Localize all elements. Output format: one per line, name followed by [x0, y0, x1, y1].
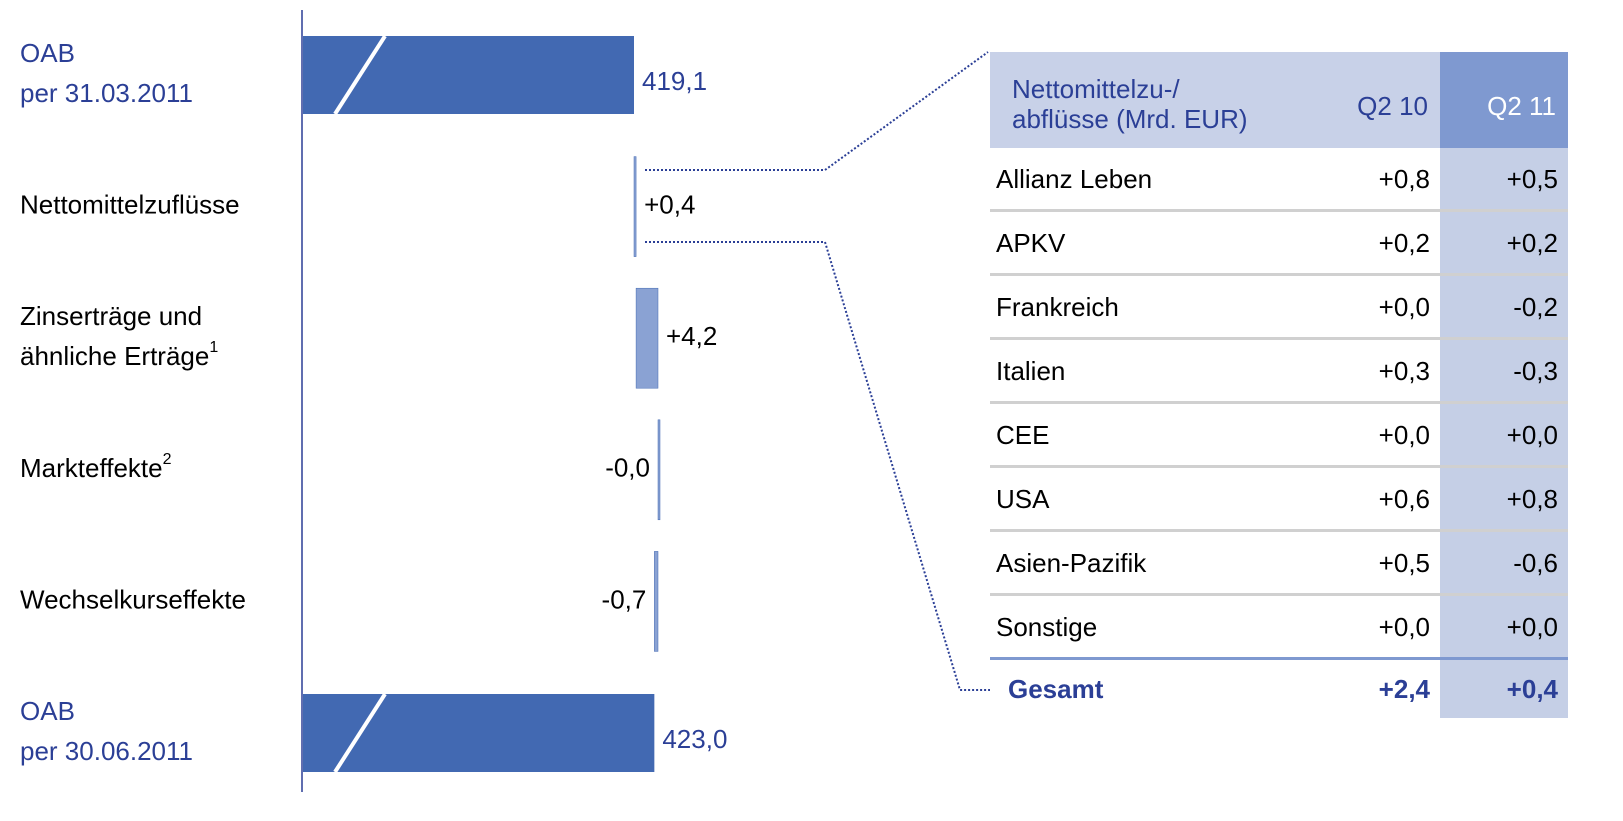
value-label: -0,0	[605, 453, 650, 483]
total-cell: Gesamt	[990, 660, 1260, 718]
value-label: +0,4	[644, 189, 695, 219]
footnote-mark: 1	[209, 339, 218, 356]
table-cell: +0,0	[1260, 404, 1440, 468]
table-cell: +0,2	[1440, 212, 1568, 276]
delta-bar	[654, 551, 659, 652]
value-label: 423,0	[662, 724, 727, 754]
delta-bar	[657, 419, 661, 521]
category-label: OAB per 31.03.2011	[20, 38, 193, 108]
table-cell: +0,0	[1440, 404, 1568, 468]
table-cell: Asien-Pazifik	[990, 532, 1260, 596]
header-cell: Q2 11	[1440, 52, 1568, 148]
value-label: 419,1	[642, 66, 707, 96]
table-cell: APKV	[990, 212, 1260, 276]
connector	[645, 241, 995, 691]
table-cell: +0,5	[1260, 532, 1440, 596]
table-cell: +0,6	[1260, 468, 1440, 532]
table-cell: -0,3	[1440, 340, 1568, 404]
total-cell: +0,4	[1440, 660, 1568, 718]
bar-break	[333, 692, 387, 774]
header-cell: Nettomittelzu-/ abflüsse (Mrd. EUR)	[990, 52, 1260, 148]
delta-bar	[635, 287, 659, 389]
table-cell: Italien	[990, 340, 1260, 404]
delta-bar	[633, 156, 637, 257]
table-cell: +0,8	[1440, 468, 1568, 532]
category-label: Nettomittelzuflüsse	[20, 189, 240, 219]
total-bar	[303, 694, 655, 772]
table-cell: Frankreich	[990, 276, 1260, 340]
category-label: Markteffekte2	[20, 451, 172, 483]
table-cell: +0,8	[1260, 148, 1440, 212]
category-label: Zinserträge und ähnliche Erträge1	[20, 301, 218, 371]
table-cell: -0,6	[1440, 532, 1568, 596]
table-cell: +0,0	[1260, 276, 1440, 340]
value-label: -0,7	[602, 584, 647, 614]
table-cell: -0,2	[1440, 276, 1568, 340]
total-bar	[303, 36, 634, 114]
footnote-mark: 2	[163, 451, 172, 468]
table-cell: USA	[990, 468, 1260, 532]
table-cell: Allianz Leben	[990, 148, 1260, 212]
table-cell: CEE	[990, 404, 1260, 468]
table-cell: +0,5	[1440, 148, 1568, 212]
header-cell: Q2 10	[1260, 52, 1440, 148]
table-cell: +0,0	[1440, 596, 1568, 660]
bar-break	[333, 34, 387, 116]
category-label: OAB per 30.06.2011	[20, 696, 193, 766]
total-cell: +2,4	[1260, 660, 1440, 718]
connector	[645, 51, 989, 171]
table-cell: Sonstige	[990, 596, 1260, 660]
value-label: +4,2	[666, 321, 717, 351]
category-label: Wechselkurseffekte	[20, 584, 246, 614]
table-cell: +0,2	[1260, 212, 1440, 276]
table-cell: +0,0	[1260, 596, 1440, 660]
table-cell: +0,3	[1260, 340, 1440, 404]
